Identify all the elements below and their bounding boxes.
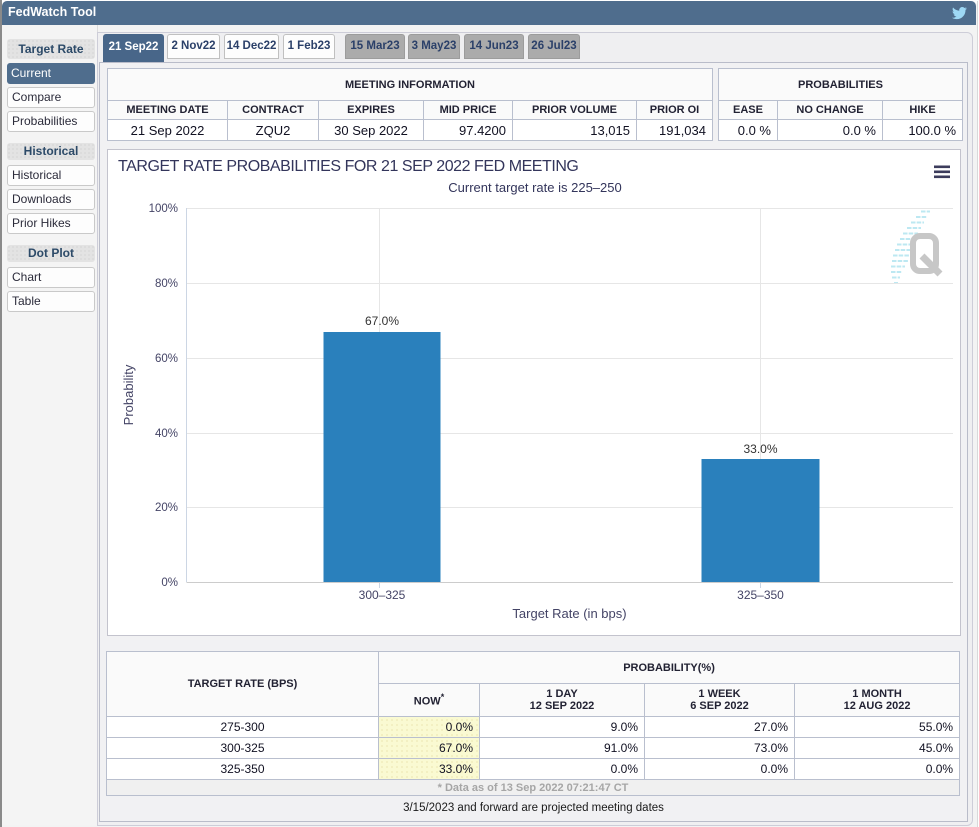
svg-text:TARGET RATE PROBABILITIES FOR: TARGET RATE PROBABILITIES FOR 21 SEP 202… [118,158,578,175]
svg-text:100%: 100% [149,203,178,215]
svg-text:33.0%: 33.0% [743,442,777,456]
svg-text:0%: 0% [161,577,178,589]
svg-text:Target Rate (in bps): Target Rate (in bps) [512,606,626,621]
svg-text:Current target rate is 225–250: Current target rate is 225–250 [448,180,621,195]
svg-text:300–325: 300–325 [359,588,406,602]
svg-text:20%: 20% [155,502,178,514]
svg-text:60%: 60% [155,353,178,365]
svg-text:325–350: 325–350 [737,588,784,602]
svg-text:80%: 80% [155,278,178,290]
svg-text:40%: 40% [155,428,178,440]
svg-text:Probability: Probability [121,364,136,425]
svg-text:67.0%: 67.0% [365,314,399,328]
